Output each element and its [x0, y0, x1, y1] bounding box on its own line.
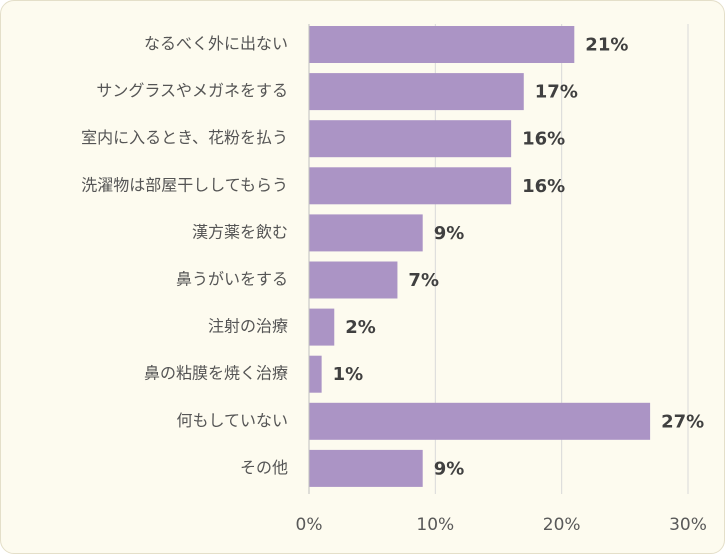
x-tick-label: 20% — [543, 515, 581, 535]
category-label: 注射の治療 — [208, 317, 288, 336]
category-label: 漢方薬を飲む — [192, 222, 288, 241]
value-label: 1% — [333, 364, 364, 385]
bar — [309, 120, 512, 158]
value-label: 16% — [522, 176, 565, 197]
category-label: 何もしていない — [176, 411, 288, 430]
bar — [309, 73, 524, 111]
category-label: なるべく外に出ない — [144, 34, 288, 53]
value-label: 16% — [522, 129, 565, 150]
bar — [309, 214, 423, 252]
bar — [309, 308, 335, 346]
bar — [309, 167, 512, 205]
bar — [309, 26, 575, 63]
category-label: 鼻の粘膜を焼く治療 — [144, 364, 288, 383]
x-tick-label: 10% — [416, 515, 454, 535]
value-label: 2% — [345, 317, 376, 338]
value-label: 17% — [535, 82, 578, 103]
bar — [309, 449, 423, 487]
bar — [309, 355, 322, 393]
bar — [309, 261, 398, 299]
category-label: 室内に入るとき、花粉を払う — [81, 128, 288, 147]
value-label: 9% — [434, 223, 465, 244]
value-label: 27% — [661, 411, 704, 432]
x-tick-label: 0% — [296, 515, 323, 535]
bar — [309, 402, 651, 440]
category-label: 鼻うがいをする — [176, 270, 288, 289]
value-label: 7% — [408, 270, 439, 291]
value-label: 9% — [434, 458, 465, 479]
x-tick-label: 30% — [669, 515, 707, 535]
category-label: 洗濯物は部屋干ししてもらう — [81, 175, 288, 194]
category-label: その他 — [240, 458, 288, 477]
category-label: サングラスやメガネをする — [96, 81, 288, 100]
value-label: 21% — [585, 35, 628, 56]
